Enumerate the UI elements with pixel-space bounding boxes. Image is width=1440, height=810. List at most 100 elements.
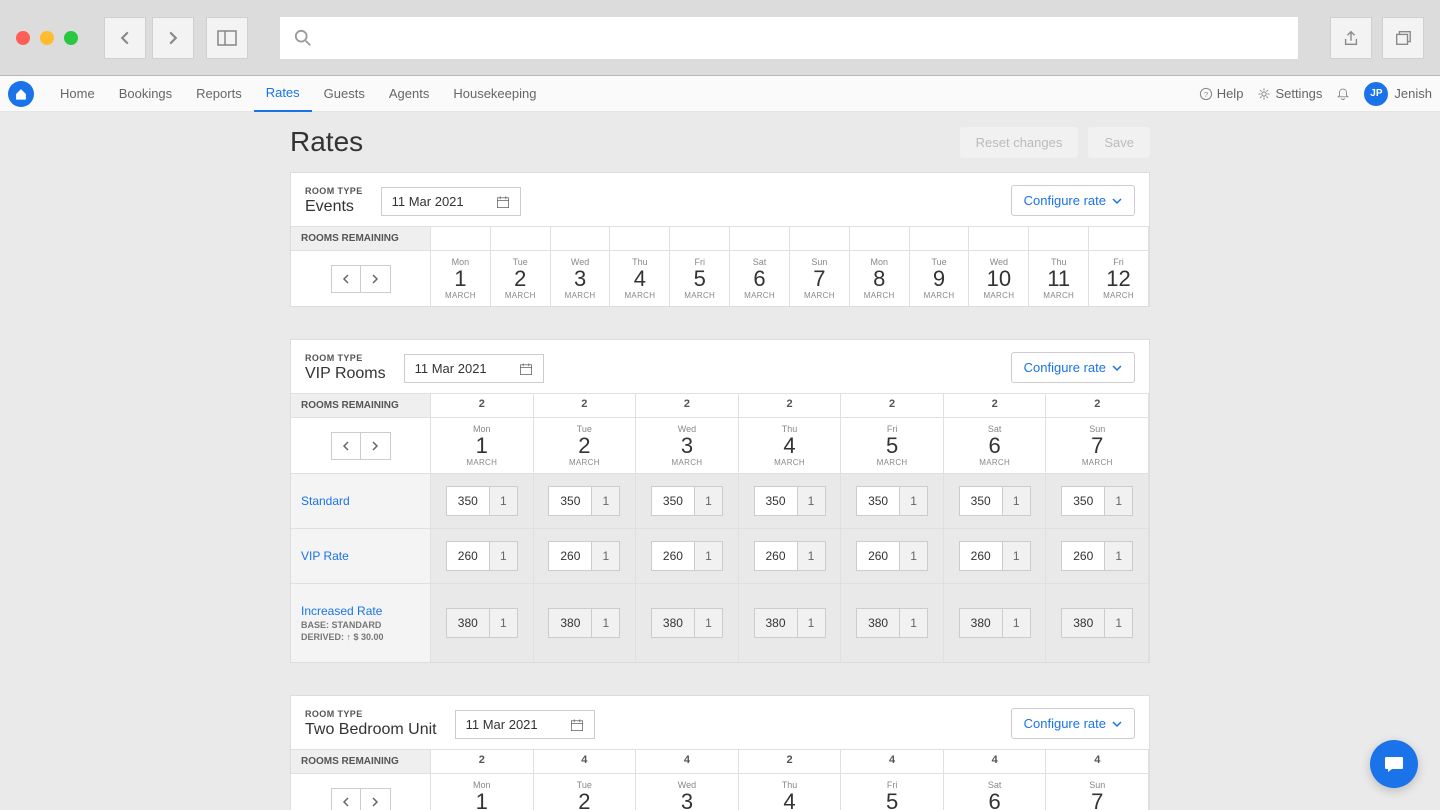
rate-cell: 3801	[636, 584, 739, 662]
los-input[interactable]: 1	[900, 541, 928, 571]
los-input[interactable]: 1	[695, 608, 723, 638]
avatar: JP	[1364, 82, 1388, 106]
rate-input[interactable]: 350	[651, 486, 695, 516]
save-button[interactable]: Save	[1088, 127, 1150, 158]
close-dot[interactable]	[16, 31, 30, 45]
prev-dates-button[interactable]	[331, 432, 361, 460]
calendar-icon	[519, 362, 533, 376]
configure-rate-button[interactable]: Configure rate	[1011, 708, 1135, 739]
sidebar-toggle[interactable]	[206, 17, 248, 59]
help-link[interactable]: ? Help	[1199, 86, 1244, 101]
tabs-button[interactable]	[1382, 17, 1424, 59]
nav-item-agents[interactable]: Agents	[377, 76, 441, 112]
rate-input[interactable]: 260	[446, 541, 490, 571]
rate-label[interactable]: VIP Rate	[291, 529, 431, 583]
rate-input[interactable]: 260	[1061, 541, 1105, 571]
reset-button[interactable]: Reset changes	[960, 127, 1079, 158]
nav-item-housekeeping[interactable]: Housekeeping	[441, 76, 548, 112]
los-input[interactable]: 1	[1105, 541, 1133, 571]
rate-input[interactable]: 350	[856, 486, 900, 516]
rate-input[interactable]: 350	[959, 486, 1003, 516]
rate-input[interactable]: 380	[959, 608, 1003, 638]
date-column: Sun7MARCH	[790, 251, 850, 306]
rate-input[interactable]: 380	[856, 608, 900, 638]
next-dates-button[interactable]	[361, 788, 391, 810]
nav-item-reports[interactable]: Reports	[184, 76, 254, 112]
los-input[interactable]: 1	[695, 486, 723, 516]
app-logo[interactable]	[8, 81, 34, 107]
los-input[interactable]: 1	[592, 541, 620, 571]
room-type-label: ROOM TYPE	[305, 709, 437, 719]
rate-input[interactable]: 260	[959, 541, 1003, 571]
rate-input[interactable]: 260	[754, 541, 798, 571]
los-input[interactable]: 1	[798, 608, 826, 638]
rate-input[interactable]: 350	[754, 486, 798, 516]
date-picker[interactable]: 11 Mar 2021	[404, 354, 544, 383]
maximize-dot[interactable]	[64, 31, 78, 45]
remaining-cell: 2	[636, 394, 739, 417]
los-input[interactable]: 1	[490, 541, 518, 571]
minimize-dot[interactable]	[40, 31, 54, 45]
los-input[interactable]: 1	[798, 541, 826, 571]
date-nav	[291, 418, 431, 473]
next-dates-button[interactable]	[361, 432, 391, 460]
settings-link[interactable]: Settings	[1257, 86, 1322, 101]
chevron-down-icon	[1112, 719, 1122, 729]
los-input[interactable]: 1	[900, 608, 928, 638]
back-button[interactable]	[104, 17, 146, 59]
nav-item-bookings[interactable]: Bookings	[107, 76, 184, 112]
remaining-cell: 2	[739, 394, 842, 417]
chat-button[interactable]	[1370, 740, 1418, 788]
configure-rate-button[interactable]: Configure rate	[1011, 352, 1135, 383]
nav-item-home[interactable]: Home	[48, 76, 107, 112]
notifications-button[interactable]	[1336, 87, 1350, 101]
forward-button[interactable]	[152, 17, 194, 59]
rate-label[interactable]: Increased RateBASE: STANDARDDERIVED: ↑ $…	[291, 584, 431, 662]
los-input[interactable]: 1	[490, 608, 518, 638]
date-picker[interactable]: 11 Mar 2021	[455, 710, 595, 739]
remaining-cell	[969, 227, 1029, 250]
los-input[interactable]: 1	[592, 486, 620, 516]
share-button[interactable]	[1330, 17, 1372, 59]
nav-item-rates[interactable]: Rates	[254, 76, 312, 112]
date-column: Tue9MARCH	[910, 251, 970, 306]
url-bar[interactable]	[280, 17, 1298, 59]
date-picker[interactable]: 11 Mar 2021	[381, 187, 521, 216]
los-input[interactable]: 1	[1003, 486, 1031, 516]
rate-cell: 3801	[739, 584, 842, 662]
rate-cell: 3501	[841, 474, 944, 528]
next-dates-button[interactable]	[361, 265, 391, 293]
rate-input[interactable]: 380	[548, 608, 592, 638]
rate-label[interactable]: Standard	[291, 474, 431, 528]
room-type-block: ROOM TYPE VIP Rooms	[305, 353, 386, 383]
los-input[interactable]: 1	[1003, 608, 1031, 638]
prev-dates-button[interactable]	[331, 788, 361, 810]
rate-input[interactable]: 350	[446, 486, 490, 516]
configure-rate-button[interactable]: Configure rate	[1011, 185, 1135, 216]
rate-input[interactable]: 260	[548, 541, 592, 571]
date-column: Fri5MARCH	[841, 774, 944, 810]
nav-item-guests[interactable]: Guests	[312, 76, 377, 112]
user-menu[interactable]: JP Jenish	[1364, 82, 1432, 106]
rate-input[interactable]: 380	[651, 608, 695, 638]
chevron-down-icon	[1112, 363, 1122, 373]
rate-cell: 2601	[739, 529, 842, 583]
rate-input[interactable]: 380	[446, 608, 490, 638]
los-input[interactable]: 1	[900, 486, 928, 516]
prev-dates-button[interactable]	[331, 265, 361, 293]
los-input[interactable]: 1	[798, 486, 826, 516]
los-input[interactable]: 1	[592, 608, 620, 638]
rate-input[interactable]: 260	[856, 541, 900, 571]
los-input[interactable]: 1	[1105, 486, 1133, 516]
los-input[interactable]: 1	[695, 541, 723, 571]
rate-input[interactable]: 260	[651, 541, 695, 571]
rate-input[interactable]: 350	[548, 486, 592, 516]
rate-input[interactable]: 350	[1061, 486, 1105, 516]
rate-cell: 3801	[1046, 584, 1149, 662]
rate-input[interactable]: 380	[1061, 608, 1105, 638]
los-input[interactable]: 1	[1003, 541, 1031, 571]
los-input[interactable]: 1	[1105, 608, 1133, 638]
browser-chrome	[0, 0, 1440, 76]
rate-input[interactable]: 380	[754, 608, 798, 638]
los-input[interactable]: 1	[490, 486, 518, 516]
